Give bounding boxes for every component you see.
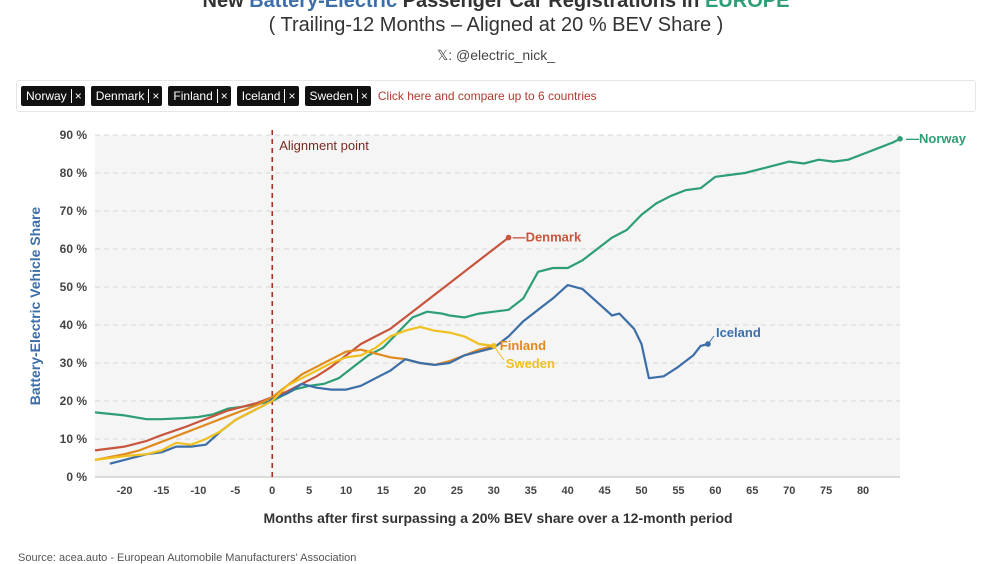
x-tick-label: 40 <box>562 485 574 497</box>
chip-sweden: Sweden × <box>304 86 371 106</box>
x-tick-label: -20 <box>117 485 133 497</box>
compare-countries-link[interactable]: Click here and compare up to 6 countries <box>377 89 597 103</box>
x-tick-label: 35 <box>525 485 537 497</box>
country-filter-bar[interactable]: Norway × Denmark × Finland × Iceland × Swede… <box>16 80 976 112</box>
series-label-leader <box>493 345 505 361</box>
title-accent-bev: Battery-Electric <box>249 0 398 12</box>
x-tick-label: 65 <box>746 485 758 497</box>
y-tick-label: 40 % <box>60 318 88 332</box>
chart-title: New Battery-Electric Passenger Car Regis… <box>0 0 992 13</box>
y-tick-label: 0 % <box>66 470 87 484</box>
series-label-norway: —Norway <box>906 131 967 146</box>
x-tick-label: 55 <box>672 485 684 497</box>
x-tick-label: -10 <box>190 485 206 497</box>
x-tick-label: 30 <box>488 485 500 497</box>
remove-chip-icon[interactable]: × <box>356 89 371 103</box>
series-label-finland: Finland <box>500 338 546 353</box>
chip-iceland: Iceland × <box>236 86 299 106</box>
y-tick-label: 30 % <box>60 356 88 370</box>
remove-chip-icon[interactable]: × <box>70 89 85 103</box>
title-accent-europe: EUROPE <box>704 0 790 12</box>
y-axis-title: Battery-Electric Vehicle Share <box>27 207 43 406</box>
series-line-denmark <box>94 236 510 452</box>
x-tick-label: 80 <box>857 485 869 497</box>
x-tick-label: 60 <box>709 485 721 497</box>
y-tick-label: 70 % <box>60 204 88 218</box>
x-tick-label: 70 <box>783 485 795 497</box>
remove-chip-icon[interactable]: × <box>284 89 298 103</box>
series-label-iceland: Iceland <box>716 325 761 340</box>
chip-denmark: Denmark × <box>90 86 163 106</box>
x-tick-label: 0 <box>269 485 275 497</box>
x-tick-label: 25 <box>451 485 463 497</box>
x-tick-label: 50 <box>635 485 647 497</box>
x-tick-label: 10 <box>340 485 352 497</box>
x-tick-label: 20 <box>414 485 426 497</box>
chip-norway: Norway × <box>21 86 85 106</box>
alignment-label: Alignment point <box>279 138 369 153</box>
chart-subtitle: ( Trailing-12 Months – Aligned at 20 % B… <box>268 14 724 36</box>
chip-finland: Finland × <box>168 86 231 106</box>
x-tick-label: -5 <box>230 485 240 497</box>
y-tick-label: 80 % <box>60 166 88 180</box>
series-label-denmark: —Denmark <box>513 230 582 245</box>
series-endpoint-denmark <box>505 234 512 241</box>
x-tick-label: -15 <box>154 485 170 497</box>
x-tick-label: 5 <box>306 485 312 497</box>
author-handle: 𝕏: @electric_nick_ <box>436 47 556 63</box>
x-axis-title: Months after first surpassing a 20% BEV … <box>263 510 732 526</box>
line-chart: 0 % 10 % 20 % 30 % 40 % 50 % 60 % 70 % 80 % 90 % -… <box>27 128 967 526</box>
series-label-leader <box>707 335 715 345</box>
x-tick-label: 15 <box>377 485 389 497</box>
y-tick-label: 10 % <box>60 432 88 446</box>
y-tick-label: 50 % <box>60 280 88 294</box>
series-label-sweden: Sweden <box>506 356 555 371</box>
series-line-sweden <box>94 325 494 461</box>
plot-background <box>95 135 900 477</box>
y-tick-label: 60 % <box>60 242 88 256</box>
remove-chip-icon[interactable]: × <box>216 89 231 103</box>
y-tick-label: 90 % <box>60 128 88 142</box>
x-tick-label: 45 <box>598 485 610 497</box>
y-tick-label: 20 % <box>60 394 88 408</box>
source-note: Source: acea.auto - European Automobile … <box>18 552 357 564</box>
x-tick-label: 75 <box>820 485 832 497</box>
series-endpoint-norway <box>897 136 903 142</box>
remove-chip-icon[interactable]: × <box>148 89 162 103</box>
